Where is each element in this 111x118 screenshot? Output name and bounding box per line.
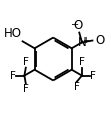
Text: HO: HO	[3, 27, 21, 40]
Text: O: O	[95, 34, 104, 47]
Text: F: F	[74, 82, 80, 92]
Text: O: O	[73, 19, 82, 32]
Text: +: +	[83, 36, 89, 45]
Text: F: F	[90, 71, 96, 81]
Text: F: F	[10, 71, 16, 81]
Text: F: F	[79, 57, 85, 67]
Text: N: N	[78, 36, 86, 49]
Text: −: −	[71, 20, 79, 30]
Text: F: F	[23, 57, 29, 67]
Text: F: F	[23, 84, 29, 94]
